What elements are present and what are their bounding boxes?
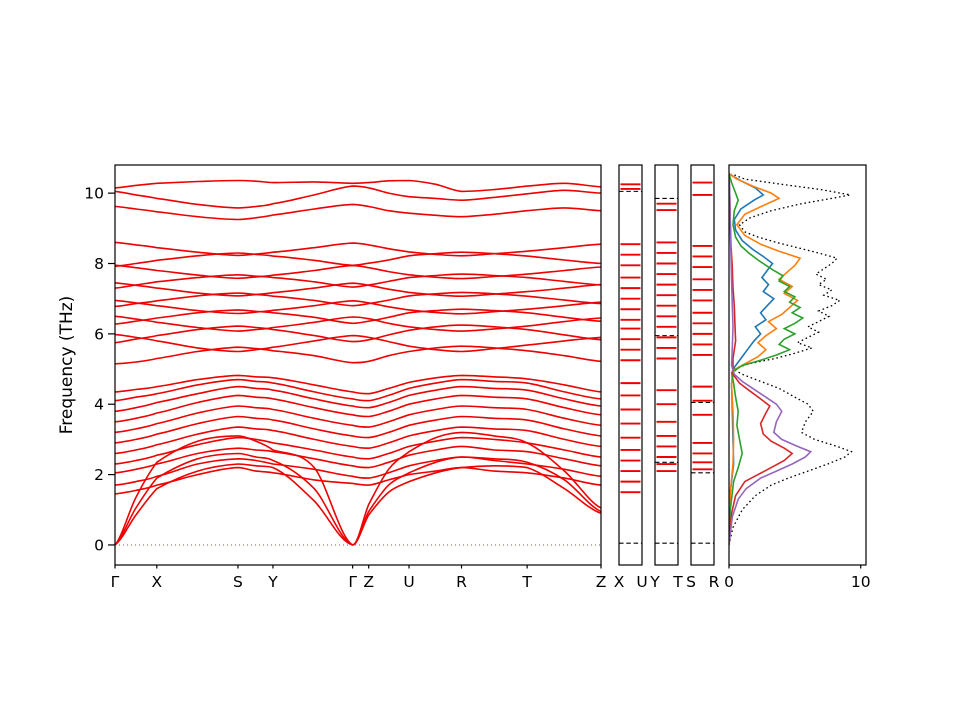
phonon-band (115, 291, 601, 308)
axes-frame (654, 164, 679, 566)
phonon-band (115, 251, 601, 268)
axes-frame (618, 164, 643, 566)
phonon-band (115, 415, 601, 444)
xtick-label: Z (596, 573, 607, 591)
axes-frame (114, 164, 602, 566)
segment-label: U (636, 573, 647, 591)
dos-curve-pdos-purple (729, 173, 813, 545)
dos-xtick-label: 0 (724, 573, 734, 591)
phonon-band (115, 436, 601, 465)
phonon-band (115, 405, 601, 434)
phonon-band (115, 264, 601, 280)
phonon-band (115, 299, 601, 315)
xtick-label: Γ (348, 573, 357, 591)
ytick-label: 4 (94, 396, 104, 414)
ytick-label: 6 (94, 325, 104, 343)
phonon-band (115, 315, 601, 332)
xtick-label: Y (267, 573, 278, 591)
axes-frame (690, 164, 715, 566)
phonon-band (115, 456, 601, 486)
segment-label: R (709, 573, 720, 591)
xtick-label: X (151, 573, 162, 591)
axes-frame (728, 164, 867, 566)
phonon-band (115, 431, 601, 546)
phonon-band (115, 241, 601, 257)
phonon-band (115, 324, 601, 344)
xtick-label: T (521, 573, 532, 591)
phonon-band (115, 185, 601, 209)
dos-curve-pdos-green (729, 173, 805, 545)
dos-curve-total (729, 173, 853, 546)
y-axis-label: Frequency (THz) (57, 296, 77, 435)
segment-label: S (686, 573, 696, 591)
phonon-band (115, 282, 601, 298)
phonon-band (115, 203, 601, 221)
phonon-band (115, 345, 601, 365)
ytick-label: 2 (94, 466, 104, 484)
ytick-label: 8 (94, 255, 104, 273)
phonon-band (115, 179, 601, 193)
ytick-label: 0 (94, 536, 104, 554)
dos-curve-pdos-red (729, 173, 794, 545)
xtick-label: U (403, 573, 414, 591)
phonon-band (115, 466, 601, 495)
xtick-label: R (456, 573, 467, 591)
xtick-label: Z (363, 573, 374, 591)
phonon-band (115, 394, 601, 423)
phonon-band (115, 333, 601, 353)
phonon-band (115, 374, 601, 395)
dos-xtick-label: 10 (851, 573, 871, 591)
phonon-band (115, 378, 601, 402)
phonon-band (115, 385, 601, 413)
ytick-label: 10 (84, 185, 104, 203)
xtick-label: Γ (111, 573, 120, 591)
phonon-band (115, 273, 601, 289)
segment-label: X (614, 573, 625, 591)
phonon-band (115, 426, 601, 455)
xtick-label: S (233, 573, 243, 591)
phonon-band (115, 463, 601, 546)
segment-label: Y (649, 573, 660, 591)
phonon-band (115, 445, 601, 474)
segment-label: T (672, 573, 683, 591)
